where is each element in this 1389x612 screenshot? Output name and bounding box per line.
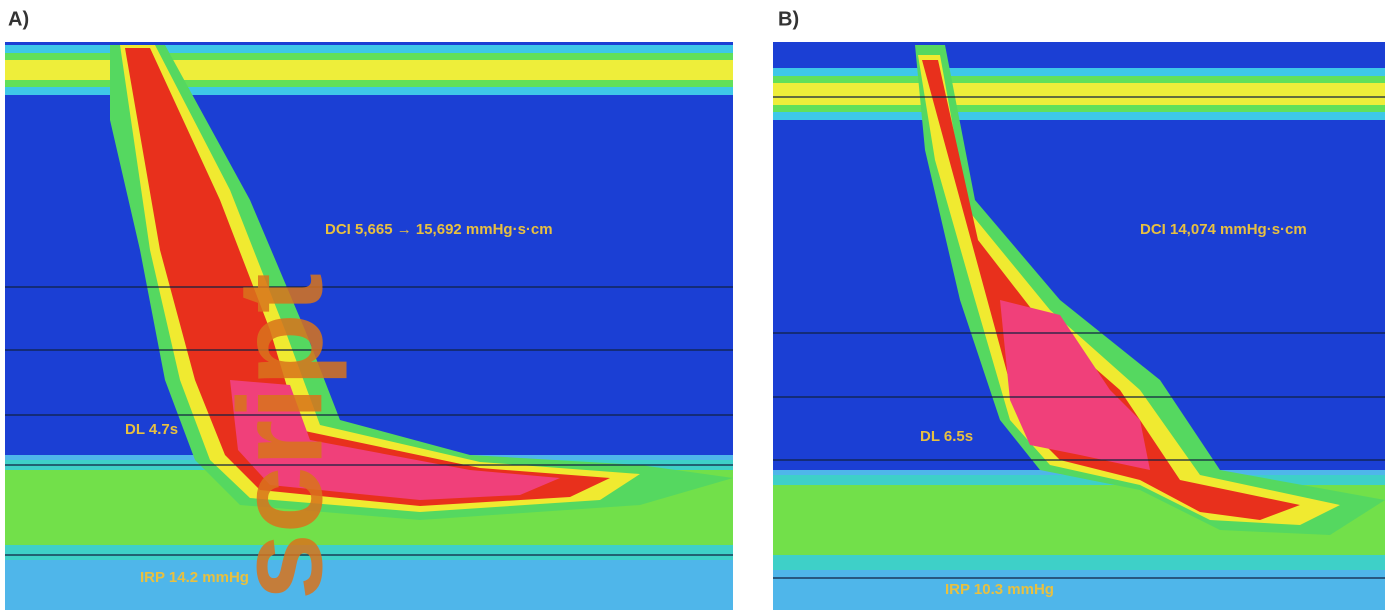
band — [773, 83, 1385, 105]
panel-label: B) — [778, 8, 799, 30]
dci-annotation: DCI 5,665 → 15,692 mmHg·s·cm — [325, 221, 553, 238]
panel-b — [773, 42, 1385, 610]
panel-a — [5, 42, 733, 610]
figure: A) B) DCI 5,665 → 15,692 mmHg·s·cm DL 4.… — [0, 0, 1389, 612]
irp-annotation: IRP 10.3 mmHg — [945, 581, 1054, 598]
dci-annotation: DCI 14,074 mmHg·s·cm — [1140, 221, 1307, 238]
panel-label: A) — [8, 8, 29, 30]
watermark: script — [214, 273, 348, 600]
dl-annotation: DL 6.5s — [920, 428, 973, 445]
dl-annotation: DL 4.7s — [125, 421, 178, 438]
